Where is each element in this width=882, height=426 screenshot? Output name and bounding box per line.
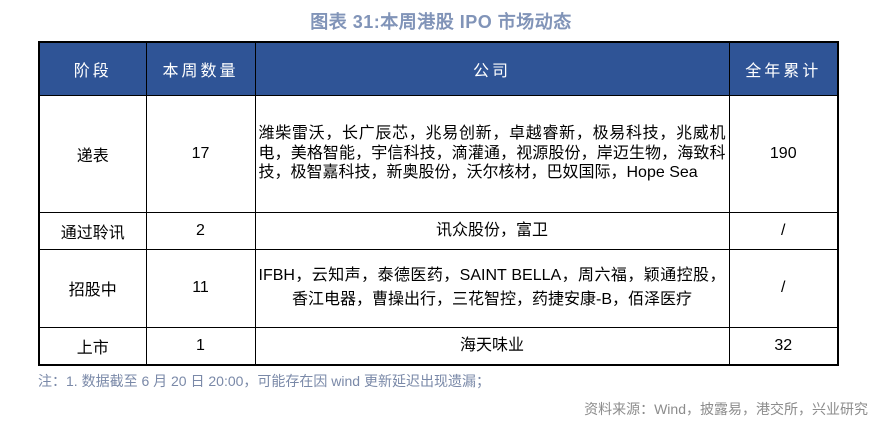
- ytd-total-cell: /: [728, 211, 839, 250]
- column-header-company: 公司: [254, 41, 730, 96]
- table-row: 通过聆讯 2 讯众股份，富卫 /: [38, 211, 839, 250]
- ipo-table: 阶段 本周数量 公司 全年累计 递表 17 潍柴雷沃，长广辰芯，兆易创新，卓越睿…: [38, 41, 839, 366]
- week-count-cell: 17: [145, 94, 256, 213]
- week-count-cell: 2: [145, 211, 256, 250]
- source-line: 资料来源：Wind，披露易，港交所，兴业研究: [584, 401, 868, 417]
- figure-title: 图表 31:本周港股 IPO 市场动态: [310, 12, 572, 32]
- table-row: 上市 1 海天味业 32: [38, 326, 839, 366]
- stage-cell: 递表: [38, 94, 147, 213]
- column-header-stage: 阶段: [38, 41, 147, 96]
- ytd-total-cell: /: [728, 248, 839, 328]
- week-count-cell: 11: [145, 248, 256, 328]
- stage-cell: 通过聆讯: [38, 211, 147, 250]
- header-row: 阶段 本周数量 公司 全年累计: [38, 41, 839, 96]
- week-count-cell: 1: [145, 326, 256, 366]
- companies-cell: IFBH，云知声，泰德医药，SAINT BELLA，周六福，颖通控股，香江电器，…: [254, 248, 730, 328]
- table-row: 招股中 11 IFBH，云知声，泰德医药，SAINT BELLA，周六福，颖通控…: [38, 248, 839, 328]
- ytd-total-cell: 32: [728, 326, 839, 366]
- table-row: 递表 17 潍柴雷沃，长广辰芯，兆易创新，卓越睿新，极易科技，兆威机电，美格智能…: [38, 94, 839, 213]
- stage-cell: 招股中: [38, 248, 147, 328]
- column-header-ytd-total: 全年累计: [728, 41, 839, 96]
- column-header-week-count: 本周数量: [145, 41, 256, 96]
- footnote: 注：1. 数据截至 6 月 20 日 20:00，可能存在因 wind 更新延迟…: [38, 373, 490, 389]
- stage-cell: 上市: [38, 326, 147, 366]
- companies-cell: 潍柴雷沃，长广辰芯，兆易创新，卓越睿新，极易科技，兆威机电，美格智能，宇信科技，…: [254, 94, 730, 213]
- ytd-total-cell: 190: [728, 94, 839, 213]
- companies-cell: 讯众股份，富卫: [254, 211, 730, 250]
- companies-cell: 海天味业: [254, 326, 730, 366]
